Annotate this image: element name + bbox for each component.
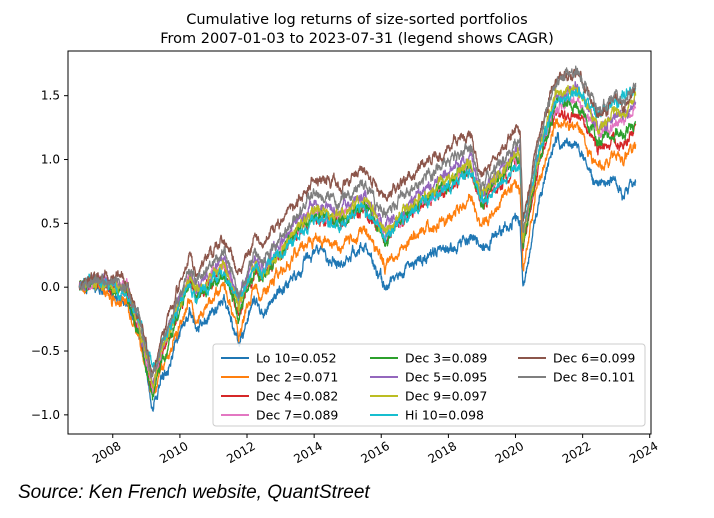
y-tick-label: 1.0	[41, 153, 60, 167]
legend-entry: Hi 10=0.098	[405, 408, 484, 423]
x-tick-label: 2024	[627, 439, 660, 466]
x-tick-label: 2008	[90, 439, 123, 466]
legend-entry: Dec 2=0.071	[256, 370, 338, 385]
y-tick-label: 1.5	[41, 89, 60, 103]
legend-entry: Lo 10=0.052	[256, 351, 337, 366]
x-tick-label: 2016	[359, 439, 392, 466]
chart-title: Cumulative log returns of size-sorted po…	[186, 12, 528, 28]
legend: Lo 10=0.052 Dec 2=0.071 Dec 4=0.082 Dec 7=0…	[212, 343, 646, 427]
source-caption: Source: Ken French website, QuantStreet	[18, 482, 370, 503]
y-tick-label: 0.5	[41, 216, 60, 230]
legend-box	[212, 343, 646, 427]
legend-entry: Dec 9=0.097	[405, 389, 487, 404]
chart-subtitle: From 2007-01-03 to 2023-07-31 (legend sh…	[160, 31, 554, 47]
plot-frame	[67, 50, 652, 435]
x-tick-label: 2018	[426, 439, 459, 466]
axes-layer: −1.0 −0.5 0.0 0.5 1.0 1.5 2008 2010 2012 2014 2016…	[31, 50, 660, 466]
y-tick-label: −1.0	[31, 408, 60, 422]
series-line-2	[78, 118, 637, 396]
x-tick-label: 2020	[493, 439, 526, 466]
chart-area: Cumulative log returns of size-sorted po…	[31, 12, 661, 466]
series-line-10	[78, 65, 637, 379]
legend-entry: Dec 4=0.082	[256, 389, 338, 404]
legend-entry: Dec 8=0.101	[553, 370, 635, 385]
x-tick-label: 2010	[157, 439, 190, 466]
y-tick-label: 0.0	[41, 280, 60, 294]
series-line-9	[78, 68, 637, 378]
legend-entry: Dec 6=0.099	[553, 351, 635, 366]
legend-entry: Dec 5=0.095	[405, 370, 487, 385]
series-line-8	[78, 86, 637, 368]
legend-entry: Dec 3=0.089	[405, 351, 487, 366]
series-layer	[78, 65, 637, 412]
legend-entry: Dec 7=0.089	[256, 408, 338, 423]
y-tick-label: −0.5	[31, 344, 60, 358]
series-line-1	[78, 131, 637, 412]
x-tick-label: 2022	[560, 439, 593, 466]
series-line-5	[79, 93, 637, 401]
x-tick-label: 2014	[291, 439, 324, 466]
x-tick-label: 2012	[224, 439, 257, 466]
line-chart: Cumulative log returns of size-sorted po…	[31, 12, 661, 466]
